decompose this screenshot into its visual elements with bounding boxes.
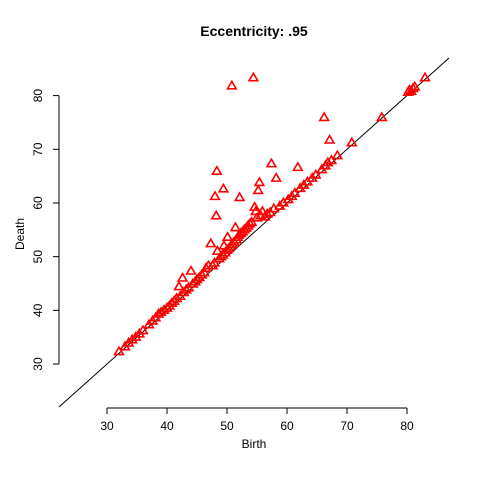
data-point	[137, 324, 149, 335]
data-point	[226, 79, 238, 90]
y-tick-label: 60	[31, 196, 45, 210]
data-point	[217, 182, 230, 193]
data-point	[323, 133, 336, 144]
data-point	[253, 176, 266, 187]
x-tick-label: 70	[340, 419, 354, 433]
data-point	[191, 273, 203, 284]
x-tick-label: 80	[400, 419, 414, 433]
data-point	[217, 248, 229, 259]
x-tick-label: 40	[160, 419, 174, 433]
data-point	[419, 71, 431, 82]
y-tick-label: 80	[31, 89, 45, 103]
x-tick-label: 60	[280, 419, 294, 433]
data-point	[331, 149, 344, 160]
data-point	[196, 268, 208, 279]
data-point	[376, 111, 388, 122]
data-point	[346, 136, 358, 147]
data-point	[325, 154, 338, 165]
data-point	[270, 172, 282, 182]
data-point	[170, 292, 183, 303]
data-point	[185, 264, 197, 275]
data-point	[211, 165, 223, 175]
data-point	[173, 280, 185, 291]
data-point	[210, 209, 222, 220]
data-point	[166, 297, 178, 308]
chart-title: Eccentricity: .95	[200, 23, 308, 39]
plot-area	[58, 57, 450, 408]
data-point	[310, 168, 322, 179]
data-point	[211, 245, 224, 255]
data-point	[205, 237, 217, 248]
x-tick-label: 30	[100, 419, 114, 433]
x-tick-label: 50	[220, 419, 234, 433]
data-point	[318, 111, 330, 122]
data-point	[292, 161, 304, 172]
data-point	[180, 283, 192, 294]
data-point	[251, 211, 263, 222]
data-point	[113, 345, 125, 356]
y-tick-label: 40	[31, 303, 45, 317]
y-tick-label: 50	[31, 250, 45, 264]
data-point	[229, 221, 242, 232]
data-point	[247, 71, 260, 82]
data-point	[409, 80, 421, 91]
data-point	[261, 208, 273, 218]
data-point	[265, 157, 278, 168]
data-point	[126, 333, 138, 344]
data-point	[289, 187, 301, 197]
x-axis-label: Birth	[242, 437, 267, 451]
y-axis-label: Death	[13, 218, 27, 250]
data-point	[233, 191, 246, 202]
data-point	[176, 271, 189, 282]
data-point	[209, 190, 221, 201]
data-point	[252, 184, 264, 195]
data-point	[221, 231, 234, 241]
data-point	[228, 235, 240, 246]
x-axis: 30 40 50 60 70 80	[100, 407, 414, 433]
y-tick-label: 30	[31, 357, 45, 371]
data-point	[322, 156, 334, 167]
y-axis: 30 40 50 60 70 80	[31, 89, 60, 371]
data-point	[256, 205, 269, 216]
data-point	[161, 302, 173, 312]
y-tick-label: 70	[31, 142, 45, 156]
